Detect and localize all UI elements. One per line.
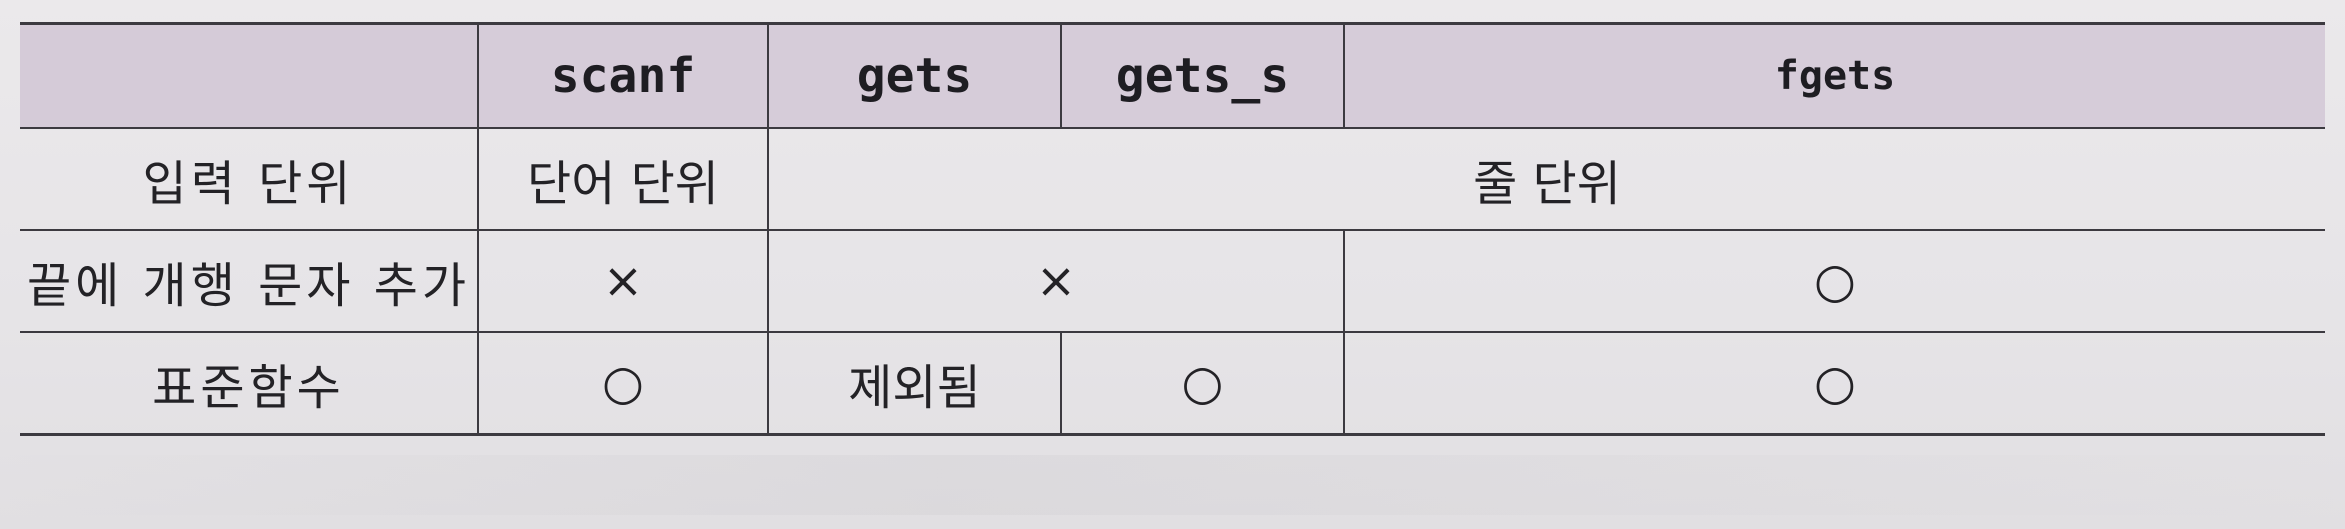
row-label-input-unit: 입력 단위: [20, 127, 479, 231]
row-label-standard-function: 표준함수: [20, 331, 479, 436]
cell-fgets-standard: ○: [1343, 331, 2325, 436]
header-stub: [20, 22, 479, 129]
bleed-through-band: [0, 455, 2345, 515]
header-fgets: fgets: [1343, 22, 2325, 129]
cell-gets-standard: 제외됨: [767, 331, 1062, 436]
cell-scanf-input-unit: 단어 단위: [477, 127, 769, 231]
cell-gets-to-fgets-input-unit: 줄 단위: [767, 127, 2325, 231]
table-row-standard-function: 표준함수 ○ 제외됨 ○ ○: [20, 331, 2325, 436]
cell-fgets-newline: ○: [1343, 229, 2325, 333]
header-scanf: scanf: [477, 22, 769, 129]
header-gets-s: gets_s: [1060, 22, 1345, 129]
cell-gets-gets-s-newline: ×: [767, 229, 1345, 333]
cell-scanf-newline: ×: [477, 229, 769, 333]
table-row-input-unit: 입력 단위 단어 단위 줄 단위: [20, 127, 2325, 231]
row-label-newline-append: 끝에 개행 문자 추가: [20, 229, 479, 333]
input-function-comparison-table: scanf gets gets_s fgets 입력 단위 단어 단위 줄 단위…: [20, 22, 2325, 436]
header-gets: gets: [767, 22, 1062, 129]
table-row-newline-append: 끝에 개행 문자 추가 × × ○: [20, 229, 2325, 333]
cell-gets-s-standard: ○: [1060, 331, 1345, 436]
cell-scanf-standard: ○: [477, 331, 769, 436]
table-header-row: scanf gets gets_s fgets: [20, 22, 2325, 129]
